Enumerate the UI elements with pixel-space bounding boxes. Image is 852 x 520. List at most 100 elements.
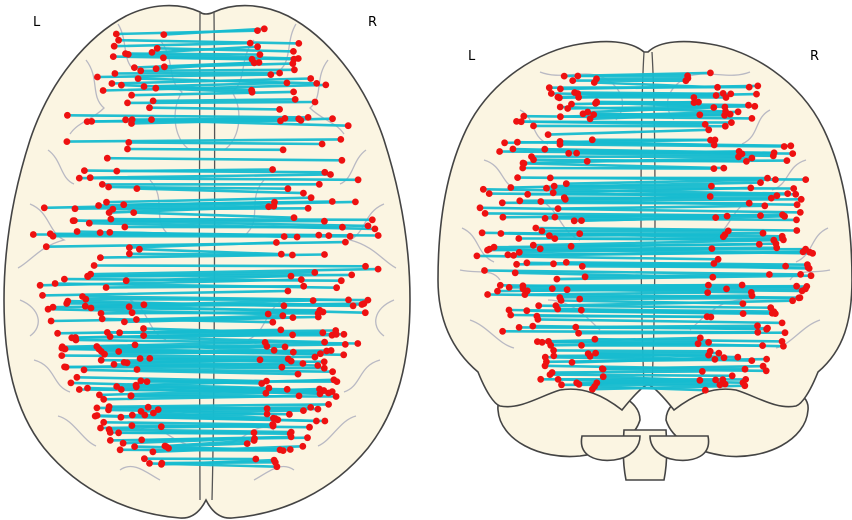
coronal-node	[515, 235, 523, 242]
axial-node	[290, 88, 297, 96]
axial-node	[254, 27, 261, 34]
axial-node	[81, 167, 88, 175]
axial-node	[105, 209, 113, 217]
axial-node	[98, 315, 106, 323]
axial-node	[148, 116, 155, 123]
coronal-node	[712, 214, 720, 222]
axial-node	[149, 448, 157, 456]
axial-node	[68, 334, 76, 342]
axial-node	[340, 330, 348, 338]
axial-node	[295, 392, 303, 400]
coronal-node	[529, 241, 537, 249]
axial-node	[140, 301, 148, 309]
coronal-node	[570, 217, 578, 225]
coronal-node	[761, 202, 769, 210]
axial-node	[278, 363, 286, 371]
coronal-node	[789, 297, 796, 305]
axial-node	[125, 250, 133, 258]
axial-node	[287, 428, 295, 436]
coronal-node	[706, 193, 714, 200]
coronal-node	[556, 94, 563, 102]
coronal-node	[793, 227, 801, 234]
coronal-node	[499, 213, 507, 221]
coronal-node	[742, 376, 750, 383]
coronal-node	[576, 295, 584, 303]
axial-node	[105, 403, 113, 411]
coronal-node	[738, 150, 746, 158]
axial-node	[63, 138, 71, 146]
axial-connection-edge	[127, 53, 300, 60]
coronal-node	[781, 329, 789, 337]
axial-node	[111, 70, 119, 77]
coronal-node	[696, 376, 704, 384]
axial-brain-view: L R	[3, 4, 411, 519]
coronal-node	[592, 349, 599, 357]
coronal-node	[698, 368, 706, 375]
coronal-node	[790, 185, 798, 192]
coronal-node	[560, 72, 568, 80]
axial-connection-edge	[132, 211, 296, 219]
axial-node	[374, 232, 382, 239]
coronal-connection-edge	[546, 128, 711, 136]
coronal-node	[741, 365, 749, 373]
axial-node	[140, 332, 148, 339]
coronal-node	[568, 100, 575, 108]
coronal-node	[484, 291, 491, 298]
axial-node	[138, 436, 146, 444]
coronal-node	[715, 349, 723, 357]
coronal-node	[541, 214, 549, 222]
axial-node	[40, 204, 48, 212]
axial-node	[287, 272, 295, 280]
axial-node	[263, 410, 271, 418]
coronal-node	[584, 108, 592, 116]
axial-node	[281, 343, 289, 351]
axial-node	[103, 154, 111, 162]
coronal-node	[719, 233, 727, 241]
axial-node	[87, 304, 95, 312]
coronal-cerebellum-bottom	[580, 435, 710, 462]
axial-node	[315, 180, 323, 188]
axial-node	[149, 97, 157, 105]
axial-node	[81, 302, 89, 310]
axial-node	[311, 269, 319, 276]
coronal-node	[741, 382, 749, 390]
coronal-node	[728, 119, 735, 126]
coronal-node	[766, 271, 773, 278]
coronal-node	[780, 342, 787, 350]
coronal-node	[754, 82, 762, 90]
axial-node	[93, 412, 101, 419]
axial-node	[110, 42, 118, 50]
axial-node	[279, 146, 287, 154]
coronal-node	[754, 328, 762, 336]
coronal-connection-edge	[593, 385, 707, 392]
axial-right-label: R	[368, 15, 377, 30]
coronal-node	[507, 311, 515, 319]
axial-connection-edge	[139, 68, 296, 73]
axial-node	[329, 368, 336, 376]
coronal-node	[536, 245, 544, 253]
coronal-node	[707, 69, 714, 77]
coronal-node	[529, 322, 537, 330]
axial-node	[283, 79, 291, 87]
coronal-node	[494, 287, 501, 295]
axial-node	[54, 329, 61, 337]
coronal-node	[550, 182, 558, 190]
coronal-node	[751, 102, 759, 110]
coronal-node	[588, 136, 596, 144]
coronal-node	[599, 373, 607, 381]
axial-node	[325, 232, 333, 240]
axial-node	[361, 309, 369, 317]
coronal-node	[743, 158, 750, 165]
axial-connection-edge	[151, 98, 297, 103]
coronal-node	[537, 198, 545, 205]
coronal-node	[778, 319, 786, 327]
axial-connection-edge	[115, 168, 274, 173]
axial-node	[328, 198, 336, 205]
coronal-node	[753, 90, 760, 98]
axial-connection-edge	[101, 83, 328, 92]
coronal-connection-edge	[532, 158, 748, 163]
axial-node	[130, 209, 138, 217]
coronal-node	[554, 205, 562, 213]
axial-node	[112, 30, 120, 38]
coronal-node	[535, 302, 543, 310]
